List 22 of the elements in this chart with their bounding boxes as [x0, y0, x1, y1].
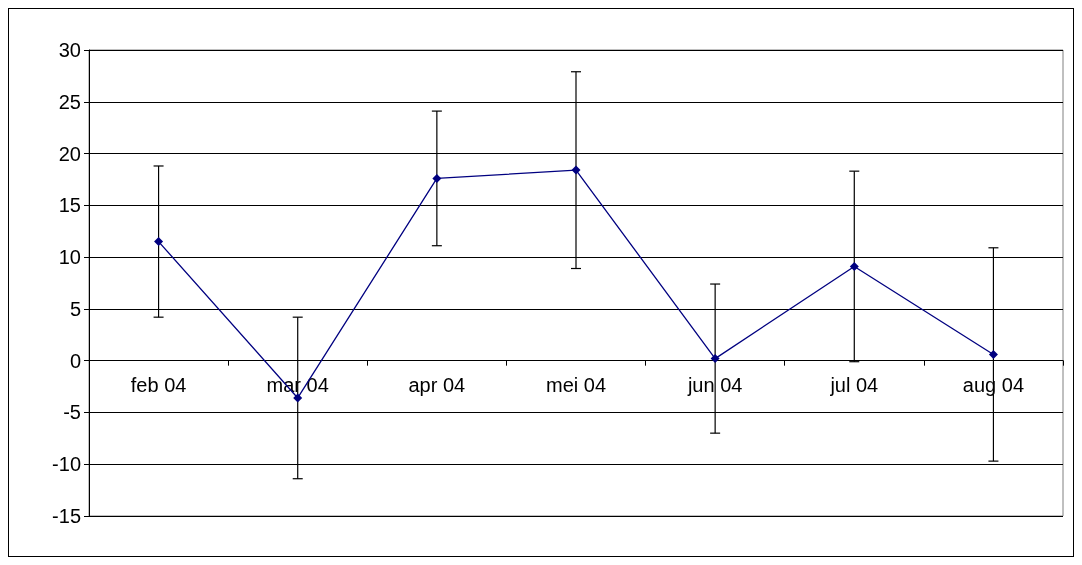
x-tick-label: jul 04	[829, 373, 879, 396]
y-tick-label: 0	[69, 349, 81, 372]
y-tick-label: 5	[69, 297, 81, 320]
point	[293, 393, 303, 403]
y-tick-label: 20	[58, 142, 81, 165]
x-tick-label: mei 04	[545, 373, 607, 396]
point	[849, 261, 859, 271]
y-tick-label: 25	[58, 90, 81, 113]
y-tick-label: -15	[52, 505, 81, 527]
y-tick-label: 15	[58, 194, 81, 217]
point	[432, 173, 442, 183]
x-tick-label: feb 04	[130, 373, 187, 396]
y-tick-label: -5	[63, 401, 81, 424]
y-tick-label: -10	[52, 453, 81, 476]
x-tick-label: jun 04	[686, 373, 743, 396]
x-tick-label: apr 04	[408, 373, 466, 396]
point	[154, 237, 164, 247]
point	[988, 349, 998, 359]
y-tick-label: 10	[58, 246, 81, 269]
y-tick-label: 30	[58, 39, 81, 61]
point	[710, 354, 720, 364]
point	[571, 165, 581, 175]
